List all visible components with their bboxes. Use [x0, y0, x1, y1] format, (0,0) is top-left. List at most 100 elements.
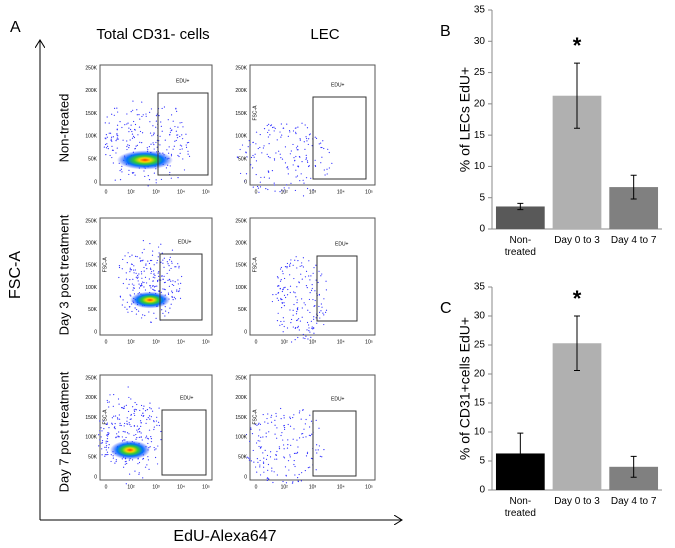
flow-event	[305, 177, 308, 179]
flow-event	[292, 309, 294, 311]
flow-event	[172, 299, 174, 301]
flow-event	[136, 429, 138, 431]
flow-event	[259, 429, 261, 431]
flow-event	[308, 434, 310, 436]
flow-event	[290, 444, 292, 446]
flow-event	[140, 271, 143, 273]
flow-event	[123, 466, 125, 468]
flow-event	[112, 455, 114, 457]
flow-event	[106, 454, 108, 456]
flow-event	[318, 311, 321, 313]
flow-event	[289, 285, 292, 287]
flow-event	[299, 156, 301, 158]
flow-event	[296, 452, 298, 454]
flow-event	[111, 140, 113, 142]
flow-event	[308, 138, 310, 140]
flow-event	[309, 133, 311, 135]
flow-event	[112, 136, 114, 138]
flow-event	[264, 421, 266, 423]
flow-x-tick: 10⁵	[365, 484, 373, 490]
flow-event	[168, 278, 170, 280]
flow-event	[114, 423, 116, 425]
flow-event	[289, 417, 292, 420]
flow-event	[261, 152, 263, 154]
flow-event	[309, 435, 312, 437]
flow-x-tick: 10⁵	[202, 189, 210, 195]
x-axis-label: EdU-Alexa647	[173, 528, 276, 545]
flow-event	[293, 452, 296, 455]
flow-event	[295, 326, 297, 329]
flow-event	[153, 421, 155, 423]
flow-event	[142, 412, 144, 415]
flow-event	[126, 148, 128, 151]
flow-event	[311, 287, 313, 290]
flow-event	[122, 258, 124, 261]
flow-event	[259, 146, 261, 149]
y-tick-label: 15	[474, 130, 486, 141]
flow-event	[118, 276, 120, 279]
flow-event	[272, 126, 274, 129]
flow-event	[119, 295, 121, 297]
flow-event	[104, 454, 106, 456]
flow-event	[171, 292, 174, 294]
flow-event	[123, 439, 125, 441]
gate	[312, 96, 367, 180]
flow-event	[284, 266, 287, 268]
flow-event	[303, 182, 305, 184]
flow-event	[126, 262, 128, 264]
flow-event	[263, 466, 265, 468]
flow-x-tick: 0	[105, 189, 108, 195]
flow-event	[270, 416, 272, 418]
flow-event	[279, 324, 281, 326]
flow-event	[297, 325, 299, 327]
flow-plot-frame	[99, 217, 213, 336]
flow-y-tick: 50K	[238, 455, 248, 461]
flow-event	[294, 160, 296, 162]
flow-event	[157, 445, 159, 447]
flow-event	[314, 159, 316, 161]
flow-y-tick: 100K	[85, 285, 97, 291]
flow-event	[150, 438, 153, 440]
flow-event	[284, 296, 287, 299]
flow-event	[321, 306, 323, 308]
flow-event	[281, 290, 283, 293]
flow-event	[283, 302, 285, 304]
flow-event	[176, 110, 178, 113]
flow-event	[141, 277, 143, 279]
flow-event	[143, 405, 145, 407]
flow-event	[292, 314, 294, 316]
flow-event	[277, 277, 279, 279]
flow-event	[316, 444, 318, 446]
flow-event	[247, 457, 250, 459]
flow-event	[133, 434, 135, 436]
flow-event	[168, 146, 170, 148]
flow-event	[309, 311, 311, 314]
flow-event	[305, 418, 307, 421]
flow-event	[257, 187, 260, 189]
flow-event	[169, 165, 171, 167]
flow-event	[310, 289, 313, 291]
flow-event	[250, 164, 252, 166]
flow-event	[119, 422, 121, 424]
flow-event	[149, 111, 151, 113]
flow-event	[312, 189, 314, 191]
flow-event	[116, 129, 118, 131]
gate	[157, 92, 209, 176]
flow-event	[252, 186, 254, 188]
flow-event	[117, 138, 119, 140]
flow-event	[178, 290, 180, 292]
flow-event	[260, 446, 263, 448]
flow-event	[136, 436, 138, 439]
flow-event	[141, 252, 143, 254]
flow-event	[117, 436, 119, 438]
flow-event	[133, 269, 135, 271]
flow-event	[273, 184, 276, 186]
flow-event	[305, 270, 308, 272]
flow-event	[147, 437, 149, 439]
flow-event	[149, 285, 151, 287]
flow-event	[282, 288, 284, 290]
flow-event	[289, 456, 291, 458]
flow-event	[290, 259, 292, 261]
flow-event	[270, 421, 273, 423]
flow-event	[297, 149, 299, 151]
